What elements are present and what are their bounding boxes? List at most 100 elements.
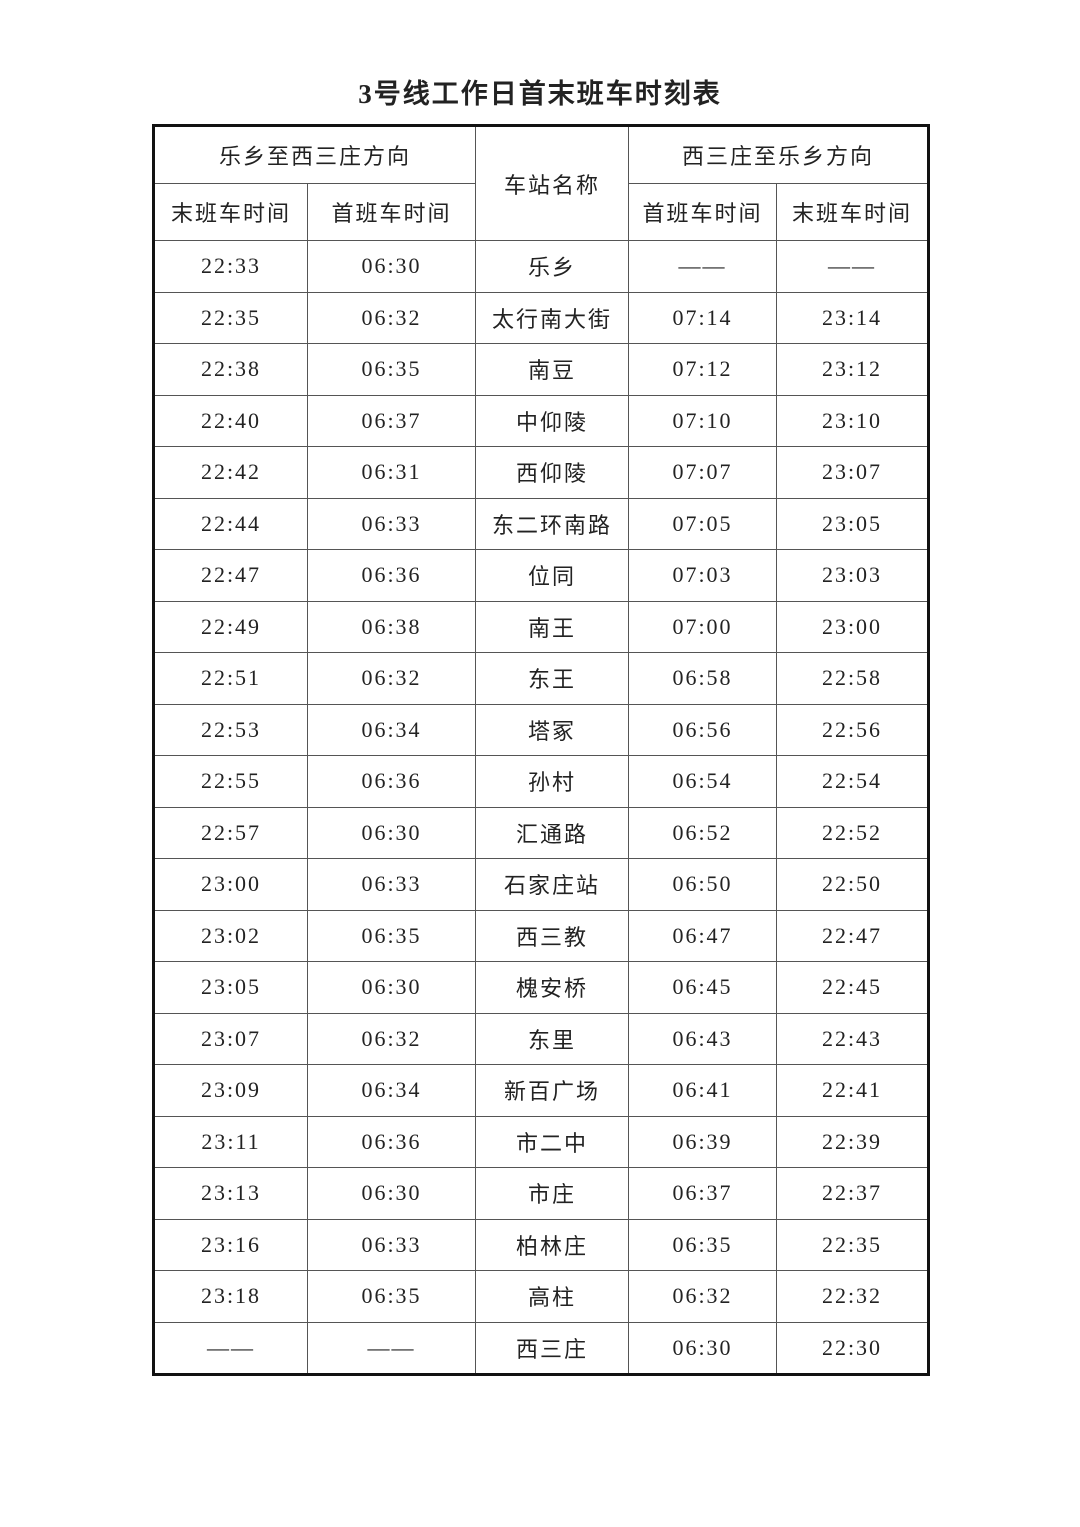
b-first-time: 06:50	[628, 858, 777, 911]
a-first-time: 06:32	[307, 291, 476, 344]
a-first-time: 06:30	[307, 1167, 476, 1220]
b-last-time: 22:43	[776, 1012, 929, 1065]
a-first-time: 06:36	[307, 549, 476, 602]
a-first-time: 06:36	[307, 755, 476, 808]
b-first-time: 07:05	[628, 497, 777, 550]
a-first-time: 06:32	[307, 652, 476, 705]
station-name: 汇通路	[475, 806, 629, 859]
b-last-time: 23:14	[776, 291, 929, 344]
table-row: 22:57 06:30 汇通路 06:52 22:52	[153, 806, 929, 859]
b-first-time: 06:37	[628, 1167, 777, 1220]
b-first-time: 07:07	[628, 446, 777, 499]
a-last-time: 23:11	[153, 1115, 308, 1168]
station-header: 车站名称	[475, 125, 629, 241]
station-name: 南豆	[475, 343, 629, 396]
station-name: 市庄	[475, 1167, 629, 1220]
station-name: 塔冢	[475, 703, 629, 756]
b-last-time: 22:47	[776, 909, 929, 962]
a-last-time: 22:42	[153, 446, 308, 499]
b-last-time: 22:41	[776, 1064, 929, 1117]
station-name: 太行南大街	[475, 291, 629, 344]
table-row: 22:42 06:31 西仰陵 07:07 23:07	[153, 446, 929, 499]
b-last-time: 22:37	[776, 1167, 929, 1220]
station-name: 石家庄站	[475, 858, 629, 911]
page-title: 3号线工作日首末班车时刻表	[358, 79, 722, 109]
table-row: 23:00 06:33 石家庄站 06:50 22:50	[153, 858, 929, 911]
a-last-time: 22:53	[153, 703, 308, 756]
a-first-time: 06:35	[307, 343, 476, 396]
station-name: 东二环南路	[475, 497, 629, 550]
a-first-time: 06:37	[307, 394, 476, 447]
a-last-time: 22:40	[153, 394, 308, 447]
a-last-time: 23:13	[153, 1167, 308, 1220]
b-first-time: 06:41	[628, 1064, 777, 1117]
a-first-header: 首班车时间	[307, 183, 476, 241]
station-name: 槐安桥	[475, 961, 629, 1014]
b-first-time: 07:10	[628, 394, 777, 447]
b-last-time: 23:05	[776, 497, 929, 550]
b-first-time: 06:45	[628, 961, 777, 1014]
a-last-time: 22:51	[153, 652, 308, 705]
b-last-time: 23:12	[776, 343, 929, 396]
a-last-time: 23:18	[153, 1270, 308, 1323]
table-row: 23:02 06:35 西三教 06:47 22:47	[153, 909, 929, 962]
station-name: 中仰陵	[475, 394, 629, 447]
a-last-time: 22:35	[153, 291, 308, 344]
table-row: 22:47 06:36 位同 07:03 23:03	[153, 549, 929, 602]
b-last-time: 22:52	[776, 806, 929, 859]
table-row: 23:13 06:30 市庄 06:37 22:37	[153, 1167, 929, 1220]
a-first-time: 06:31	[307, 446, 476, 499]
station-name: 高柱	[475, 1270, 629, 1323]
b-first-time: 07:03	[628, 549, 777, 602]
b-last-time: 22:58	[776, 652, 929, 705]
table-row: 23:05 06:30 槐安桥 06:45 22:45	[153, 961, 929, 1014]
direction-a-header: 乐乡至西三庄方向	[153, 125, 476, 184]
a-last-time: 23:02	[153, 909, 308, 962]
station-name: 市二中	[475, 1115, 629, 1168]
table-row: 23:16 06:33 柏林庄 06:35 22:35	[153, 1218, 929, 1271]
a-first-time: 06:32	[307, 1012, 476, 1065]
b-first-header: 首班车时间	[628, 183, 777, 241]
table-row: 22:53 06:34 塔冢 06:56 22:56	[153, 703, 929, 756]
table-row: 22:40 06:37 中仰陵 07:10 23:10	[153, 394, 929, 447]
b-first-time: 06:52	[628, 806, 777, 859]
station-name: 位同	[475, 549, 629, 602]
a-first-time: ——	[307, 1321, 476, 1375]
table-row: 22:38 06:35 南豆 07:12 23:12	[153, 343, 929, 396]
b-first-time: 07:00	[628, 600, 777, 653]
b-last-time: 23:10	[776, 394, 929, 447]
b-last-time: 22:30	[776, 1321, 929, 1375]
station-name: 东里	[475, 1012, 629, 1065]
b-first-time: 06:58	[628, 652, 777, 705]
b-last-time: 22:56	[776, 703, 929, 756]
station-name: 孙村	[475, 755, 629, 808]
b-last-time: 22:45	[776, 961, 929, 1014]
a-last-time: ——	[153, 1321, 308, 1375]
a-last-time: 23:05	[153, 961, 308, 1014]
table-row: 23:11 06:36 市二中 06:39 22:39	[153, 1115, 929, 1168]
a-first-time: 06:35	[307, 909, 476, 962]
table-row: 22:44 06:33 东二环南路 07:05 23:05	[153, 497, 929, 550]
a-first-time: 06:38	[307, 600, 476, 653]
b-last-time: 22:50	[776, 858, 929, 911]
b-first-time: 07:12	[628, 343, 777, 396]
b-last-time: 23:03	[776, 549, 929, 602]
a-last-time: 22:47	[153, 549, 308, 602]
station-name: 柏林庄	[475, 1218, 629, 1271]
table-row: 22:49 06:38 南王 07:00 23:00	[153, 600, 929, 653]
a-first-time: 06:33	[307, 1218, 476, 1271]
station-name: 东王	[475, 652, 629, 705]
b-last-time: 22:32	[776, 1270, 929, 1323]
a-last-time: 22:38	[153, 343, 308, 396]
a-first-time: 06:33	[307, 858, 476, 911]
b-last-header: 末班车时间	[776, 183, 929, 241]
a-last-time: 23:09	[153, 1064, 308, 1117]
a-last-time: 23:16	[153, 1218, 308, 1271]
b-first-time: 06:47	[628, 909, 777, 962]
b-first-time: 06:56	[628, 703, 777, 756]
a-last-time: 23:07	[153, 1012, 308, 1065]
table-row: 22:55 06:36 孙村 06:54 22:54	[153, 755, 929, 808]
a-last-time: 22:44	[153, 497, 308, 550]
b-first-time: 06:54	[628, 755, 777, 808]
b-last-time: 22:35	[776, 1218, 929, 1271]
